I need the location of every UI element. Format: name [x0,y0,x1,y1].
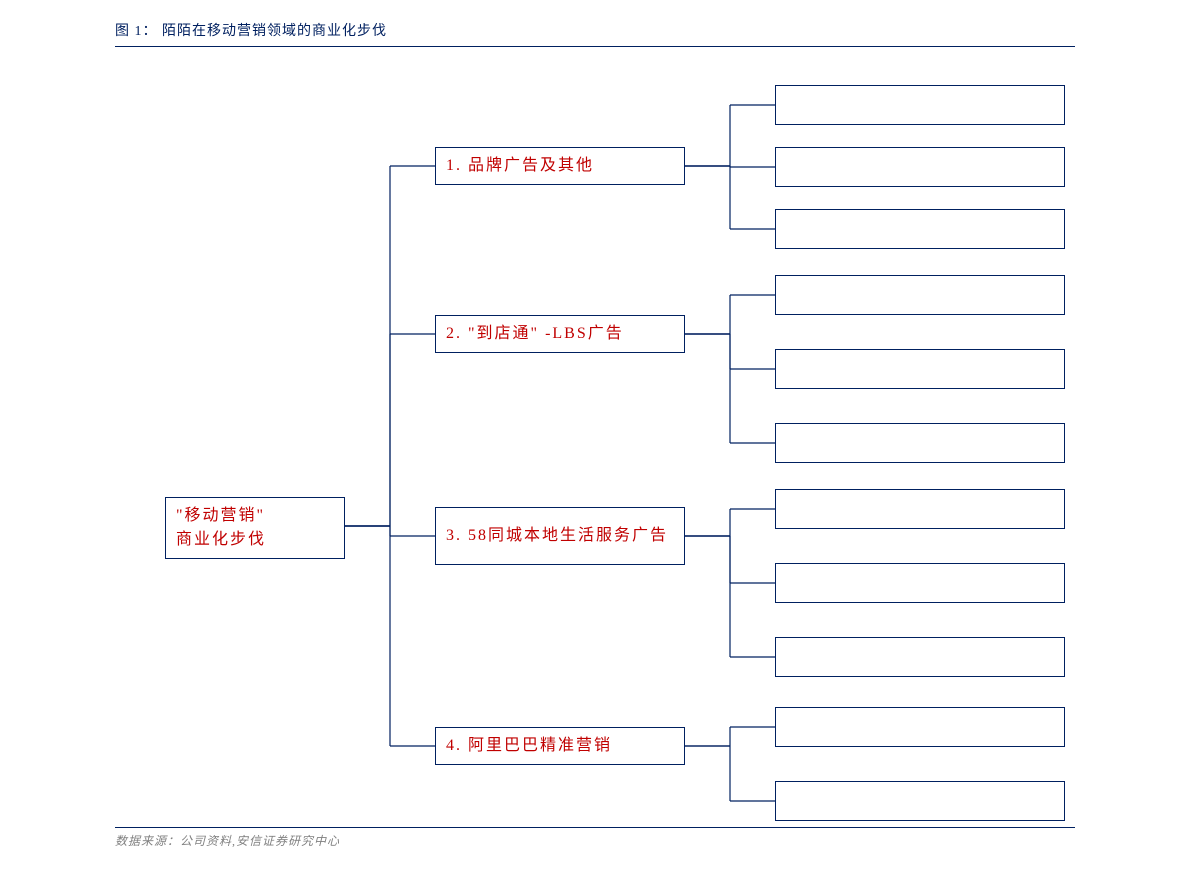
title-text: 陌陌在移动营销领域的商业化步伐 [162,24,387,39]
source-footer: 数据来源：公司资料,安信证券研究中心 [115,827,1075,849]
mid-node-4: 4. 阿里巴巴精准营销 [435,727,685,765]
leaf-node-1-3 [775,209,1065,249]
source-text: 数据来源：公司资料,安信证券研究中心 [115,834,340,848]
mid-node-3: 3. 58同城本地生活服务广告 [435,507,685,565]
leaf-node-3-1 [775,489,1065,529]
leaf-node-4-1 [775,707,1065,747]
leaf-node-2-2 [775,349,1065,389]
diagram-canvas: "移动营销" 商业化步伐 1. 品牌广告及其他 2. "到店通" -LBS广告 3. … [115,47,1075,827]
root-node: "移动营销" 商业化步伐 [165,497,345,559]
leaf-node-3-3 [775,637,1065,677]
title-prefix: 图 1： [115,24,158,39]
mid-node-1: 1. 品牌广告及其他 [435,147,685,185]
figure-title: 图 1： 陌陌在移动营销领域的商业化步伐 [115,20,1075,47]
leaf-node-4-2 [775,781,1065,821]
leaf-node-3-2 [775,563,1065,603]
mid-node-2: 2. "到店通" -LBS广告 [435,315,685,353]
leaf-node-1-2 [775,147,1065,187]
leaf-node-2-3 [775,423,1065,463]
leaf-node-1-1 [775,85,1065,125]
leaf-node-2-1 [775,275,1065,315]
